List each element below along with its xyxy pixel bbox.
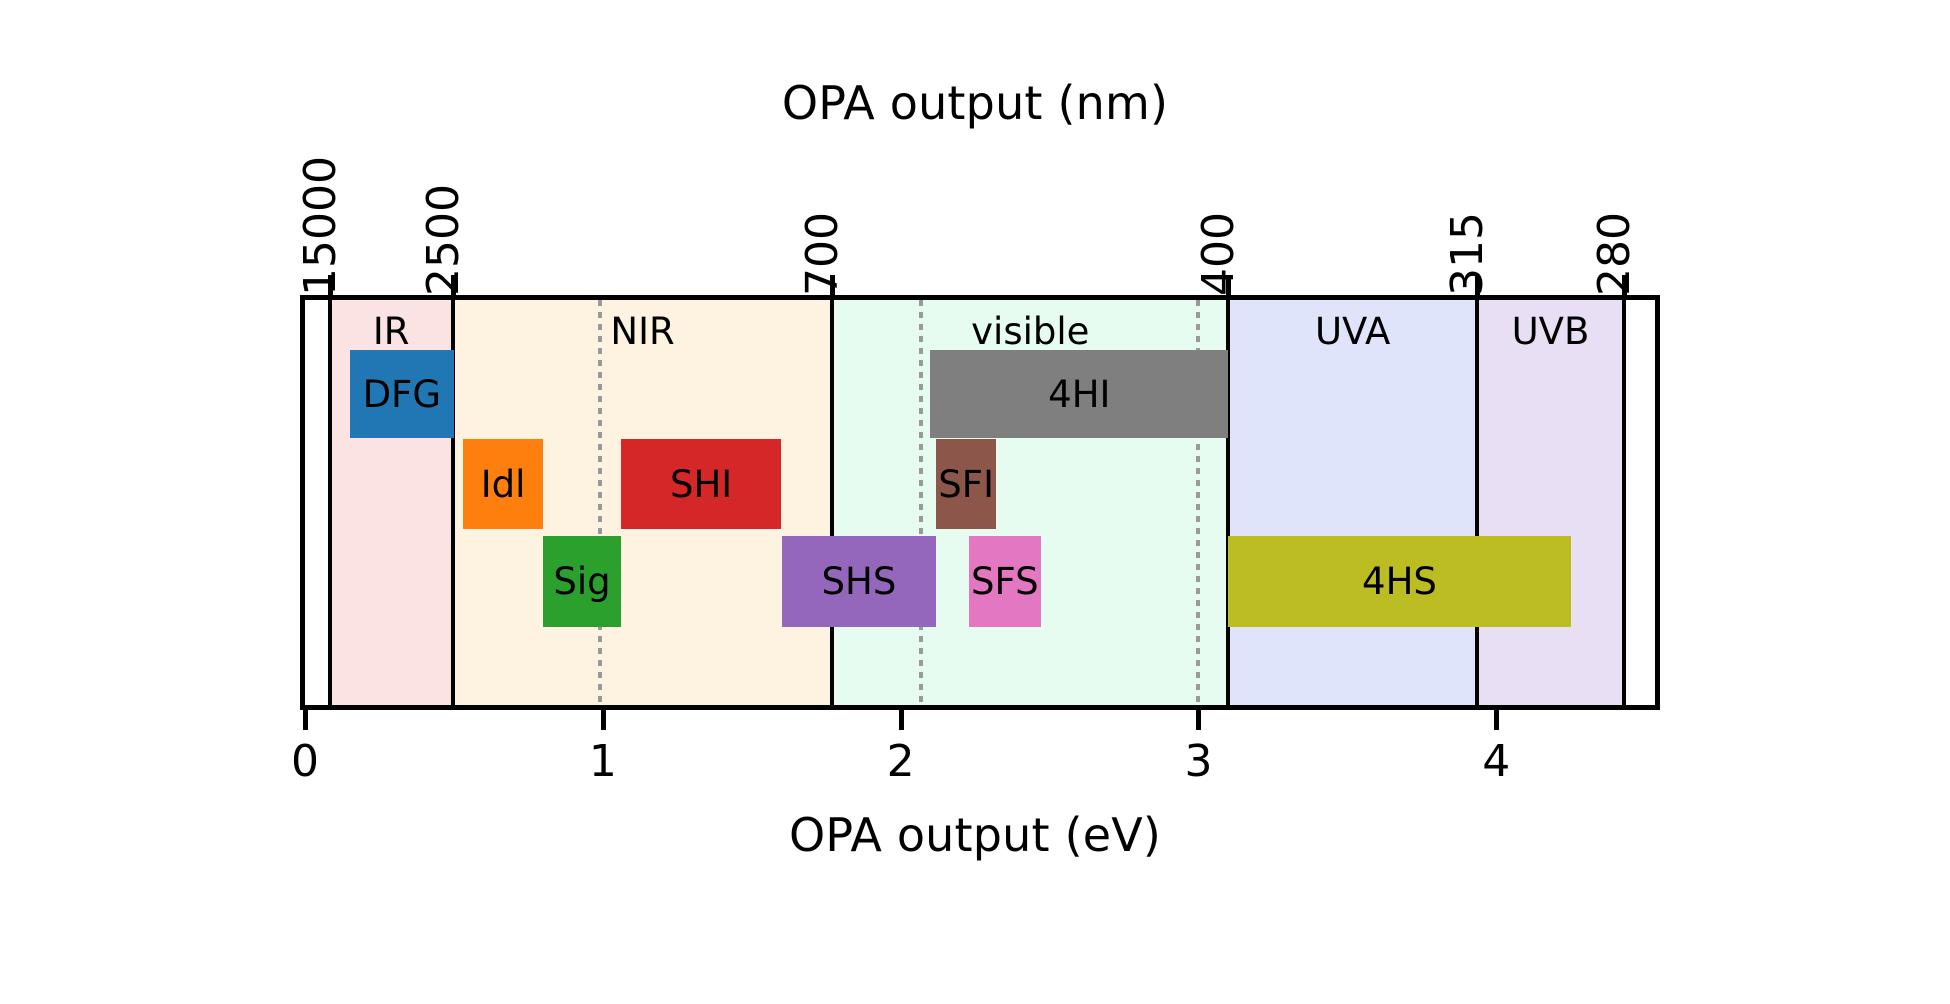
- bar-idl[interactable]: Idl: [462, 439, 544, 529]
- bottom-tick: [1494, 710, 1500, 730]
- top-tick: [1475, 275, 1481, 295]
- bar-sfs[interactable]: SFS: [969, 536, 1041, 627]
- plot-area: IR NIR visible UVA UVB DFG 4HI Idl SHI SFI Sig SHS S…: [300, 295, 1660, 710]
- bottom-tick-label: 1: [588, 736, 617, 787]
- bottom-tick: [303, 710, 308, 730]
- top-axis-title: OPA output (nm): [781, 76, 1169, 130]
- top-tick: [1621, 275, 1627, 295]
- bottom-tick: [600, 710, 606, 730]
- gridline: [1196, 300, 1201, 705]
- top-tick-label: 400: [1193, 212, 1245, 296]
- top-tick-label: 315: [1442, 212, 1494, 296]
- band-separator: [1226, 300, 1231, 705]
- top-tick-label: 2500: [417, 184, 469, 296]
- gridline: [918, 300, 923, 705]
- spectral-band-label: IR: [372, 310, 410, 353]
- bottom-tick: [1196, 710, 1202, 730]
- top-tick: [450, 275, 456, 295]
- band-separator: [1621, 300, 1626, 705]
- top-tick: [327, 275, 333, 295]
- bar-4hi[interactable]: 4HI: [930, 350, 1229, 438]
- spectral-band-label: UVB: [1511, 310, 1590, 353]
- top-tick-label: 700: [797, 212, 849, 296]
- band-separator: [327, 300, 332, 705]
- spectral-band-label: UVA: [1314, 310, 1391, 353]
- bar-shi[interactable]: SHI: [620, 439, 782, 529]
- top-tick: [830, 275, 836, 295]
- spectral-band-label: visible: [971, 310, 1090, 353]
- bottom-tick-label: 3: [1184, 736, 1213, 787]
- band-separator: [830, 300, 835, 705]
- bottom-tick-label: 0: [291, 736, 319, 787]
- bottom-tick-label: 4: [1482, 736, 1511, 787]
- bottom-tick: [898, 710, 904, 730]
- spectral-band-uva: UVA: [1228, 300, 1478, 705]
- spectral-band-uvb: UVB: [1477, 300, 1624, 705]
- spectral-bands-layer: IR NIR visible UVA UVB DFG 4HI Idl SHI SFI Sig SHS S…: [305, 300, 1655, 705]
- top-tick: [1226, 275, 1232, 295]
- spectral-band-label: NIR: [610, 310, 675, 353]
- bar-sig[interactable]: Sig: [543, 536, 621, 627]
- band-separator: [1475, 300, 1480, 705]
- gridline: [598, 300, 603, 705]
- bottom-axis-title: OPA output (eV): [788, 808, 1162, 862]
- bottom-tick-label: 2: [886, 736, 915, 787]
- top-tick-label: 280: [1588, 212, 1640, 296]
- band-separator: [450, 300, 455, 705]
- bar-sfi[interactable]: SFI: [936, 439, 996, 529]
- top-tick-label: 15000: [294, 156, 346, 296]
- bar-dfg[interactable]: DFG: [349, 350, 454, 438]
- bar-4hs[interactable]: 4HS: [1228, 536, 1571, 627]
- bar-shs[interactable]: SHS: [781, 536, 937, 627]
